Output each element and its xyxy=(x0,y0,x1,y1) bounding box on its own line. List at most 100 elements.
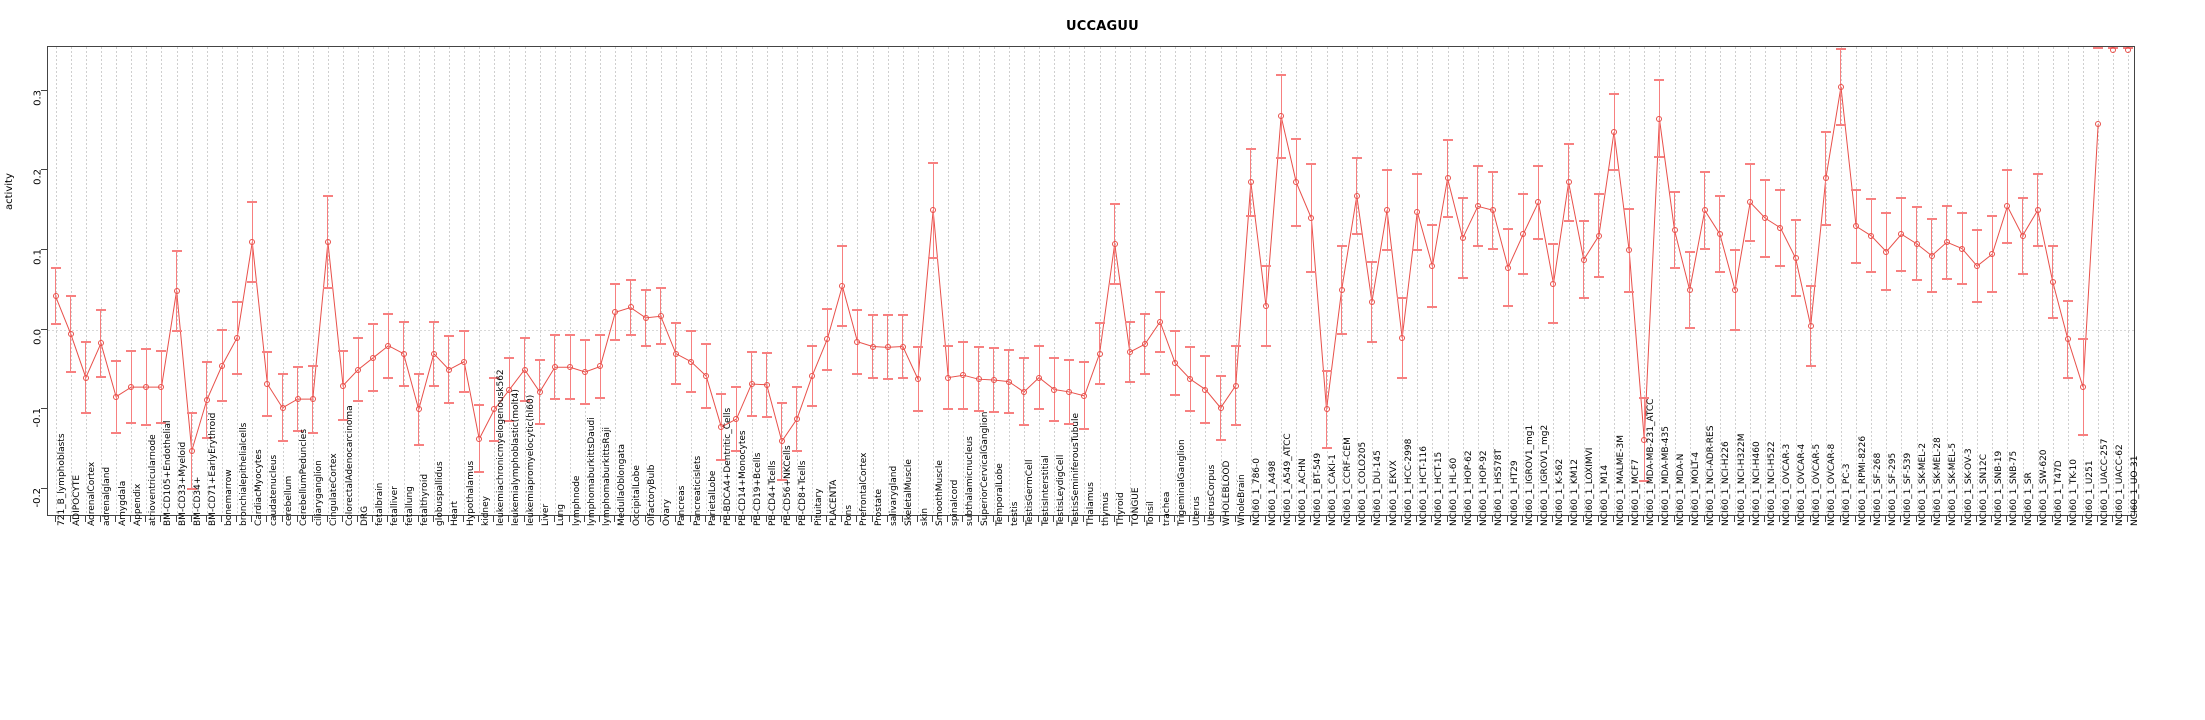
data-point[interactable] xyxy=(1913,240,1920,247)
data-point[interactable] xyxy=(824,336,831,343)
data-point[interactable] xyxy=(1141,341,1148,348)
data-point[interactable] xyxy=(234,334,241,341)
data-point[interactable] xyxy=(491,406,498,413)
data-point[interactable] xyxy=(1943,239,1950,246)
data-point[interactable] xyxy=(733,416,740,423)
data-point[interactable] xyxy=(2034,207,2041,214)
data-point[interactable] xyxy=(1126,349,1133,356)
data-point[interactable] xyxy=(1384,207,1391,214)
data-point[interactable] xyxy=(1701,207,1708,214)
data-point[interactable] xyxy=(1641,436,1648,443)
data-point[interactable] xyxy=(2049,279,2056,285)
data-point[interactable] xyxy=(945,374,952,381)
data-point[interactable] xyxy=(1974,263,1981,270)
data-point[interactable] xyxy=(1732,286,1739,293)
data-point[interactable] xyxy=(884,344,891,351)
data-point[interactable] xyxy=(1928,252,1935,259)
data-point[interactable] xyxy=(551,364,558,371)
data-point[interactable] xyxy=(1263,302,1269,309)
data-point[interactable] xyxy=(1505,264,1512,271)
data-point[interactable] xyxy=(1429,263,1436,270)
data-point[interactable] xyxy=(657,313,664,320)
data-point[interactable] xyxy=(113,393,120,400)
data-point[interactable] xyxy=(188,447,195,454)
data-point[interactable] xyxy=(642,314,649,321)
data-point[interactable] xyxy=(612,309,619,316)
data-point[interactable] xyxy=(1111,240,1118,247)
data-point[interactable] xyxy=(1247,179,1254,186)
data-point[interactable] xyxy=(2004,203,2011,210)
data-point[interactable] xyxy=(1051,386,1058,393)
data-point[interactable] xyxy=(748,380,755,387)
data-point[interactable] xyxy=(67,330,74,337)
data-point[interactable] xyxy=(1459,235,1466,242)
data-point[interactable] xyxy=(1580,256,1587,263)
data-point[interactable] xyxy=(1217,404,1224,411)
data-point[interactable] xyxy=(264,380,271,387)
data-point[interactable] xyxy=(1626,247,1633,254)
data-point[interactable] xyxy=(143,384,150,391)
data-point[interactable] xyxy=(1096,350,1103,357)
data-point[interactable] xyxy=(1489,207,1496,214)
data-point[interactable] xyxy=(839,282,846,289)
data-point[interactable] xyxy=(2019,232,2026,239)
data-point[interactable] xyxy=(1338,286,1345,293)
data-point[interactable] xyxy=(355,366,362,373)
data-point[interactable] xyxy=(1520,231,1527,238)
data-point[interactable] xyxy=(1005,378,1012,385)
data-point[interactable] xyxy=(400,350,407,357)
data-point[interactable] xyxy=(1293,179,1300,186)
data-point[interactable] xyxy=(1777,224,1784,231)
data-point[interactable] xyxy=(703,373,710,379)
data-point[interactable] xyxy=(793,416,800,423)
data-point[interactable] xyxy=(1747,199,1754,206)
data-point[interactable] xyxy=(52,293,59,300)
data-point[interactable] xyxy=(1853,223,1860,230)
data-point[interactable] xyxy=(1172,360,1179,367)
data-point[interactable] xyxy=(1368,298,1375,305)
data-point[interactable] xyxy=(1716,231,1723,238)
data-point[interactable] xyxy=(128,384,135,391)
data-point[interactable] xyxy=(1323,406,1330,413)
data-point[interactable] xyxy=(763,381,770,388)
data-point[interactable] xyxy=(778,438,785,445)
data-point[interactable] xyxy=(1837,83,1844,90)
data-point[interactable] xyxy=(158,384,165,391)
data-point[interactable] xyxy=(627,304,634,311)
data-point[interactable] xyxy=(249,239,256,246)
data-point[interactable] xyxy=(415,406,422,413)
data-point[interactable] xyxy=(536,388,543,395)
data-point[interactable] xyxy=(385,342,392,349)
data-point[interactable] xyxy=(1550,280,1557,287)
data-point[interactable] xyxy=(1595,232,1602,239)
data-point[interactable] xyxy=(173,287,180,294)
data-point[interactable] xyxy=(915,376,921,383)
data-point[interactable] xyxy=(1656,115,1663,122)
data-point[interactable] xyxy=(1671,227,1678,234)
data-point[interactable] xyxy=(960,372,967,379)
data-point[interactable] xyxy=(869,343,876,350)
data-point[interactable] xyxy=(82,374,89,381)
data-point[interactable] xyxy=(445,366,452,373)
data-point[interactable] xyxy=(1187,376,1194,383)
data-point[interactable] xyxy=(309,396,316,403)
data-point[interactable] xyxy=(899,343,906,350)
data-point[interactable] xyxy=(370,354,377,361)
data-point[interactable] xyxy=(809,373,816,379)
data-point[interactable] xyxy=(1565,179,1572,186)
data-point[interactable] xyxy=(1353,192,1360,199)
data-point[interactable] xyxy=(1807,322,1814,329)
data-point[interactable] xyxy=(2110,47,2117,53)
data-point[interactable] xyxy=(1157,318,1164,325)
data-point[interactable] xyxy=(461,358,468,365)
data-point[interactable] xyxy=(1535,199,1542,206)
data-point[interactable] xyxy=(476,435,483,442)
data-point[interactable] xyxy=(1989,251,1996,258)
data-point[interactable] xyxy=(279,404,286,411)
data-point[interactable] xyxy=(1202,386,1209,393)
data-point[interactable] xyxy=(567,364,573,371)
data-point[interactable] xyxy=(294,396,301,403)
data-point[interactable] xyxy=(582,369,589,376)
data-point[interactable] xyxy=(430,350,437,357)
data-point[interactable] xyxy=(672,350,679,357)
